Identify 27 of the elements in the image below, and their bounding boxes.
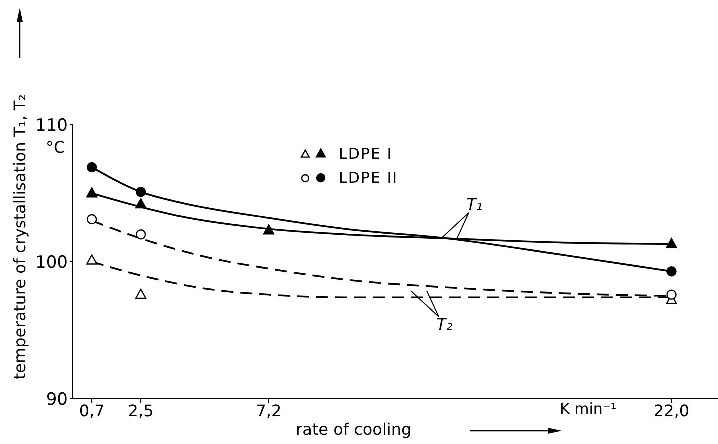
text: K min⁻¹ — [560, 400, 617, 418]
point — [86, 162, 98, 173]
x-tick-label: 22,0 — [654, 401, 690, 420]
point — [666, 238, 678, 248]
y-tick-label: 90 — [46, 390, 68, 410]
point — [135, 288, 147, 300]
point — [263, 224, 274, 235]
annotation: T₂ — [436, 314, 453, 334]
x-tick-label: 2,5 — [128, 401, 154, 420]
point — [666, 266, 677, 277]
point — [86, 254, 98, 265]
text: °C — [46, 138, 66, 157]
y-tick-label: 100 — [36, 253, 68, 274]
y-tick-label: 110 — [36, 116, 68, 136]
legend-label: LDPE II — [339, 168, 398, 189]
x-tick-label: 0,7 — [79, 401, 105, 420]
point — [86, 188, 98, 198]
y-axis-title: temperature of crystallisation T₁, T₂ — [10, 94, 30, 380]
point — [135, 198, 147, 209]
annotation: T₁ — [466, 194, 483, 214]
x-axis-title: rate of cooling — [296, 420, 412, 439]
legend-label: LDPE I — [339, 144, 393, 165]
point — [136, 187, 146, 198]
point — [136, 230, 146, 240]
point — [86, 214, 98, 225]
x-tick-label: 7,2 — [256, 401, 282, 420]
point — [666, 290, 677, 300]
